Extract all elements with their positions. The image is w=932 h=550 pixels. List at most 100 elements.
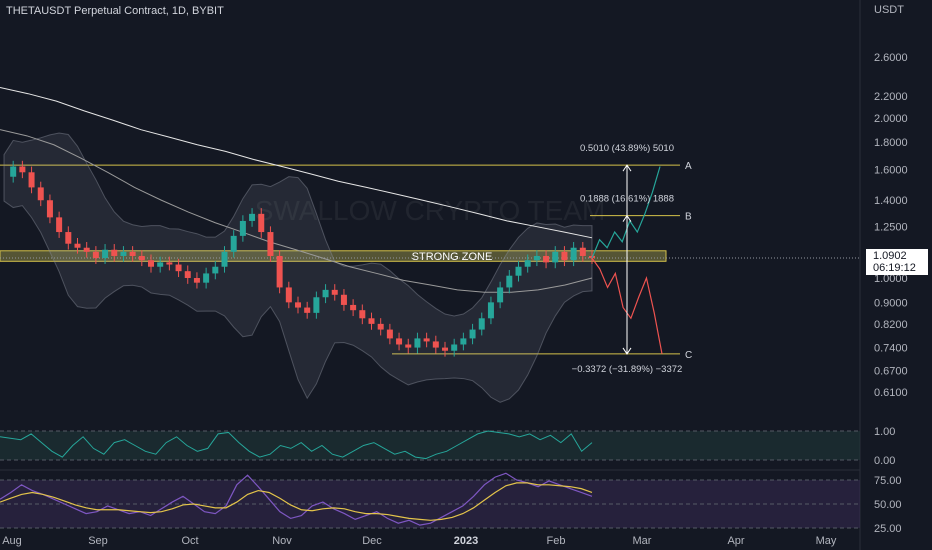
ma-100-line xyxy=(0,129,593,293)
chart-title: THETAUSDT Perpetual Contract, 1D, BYBIT xyxy=(6,5,224,17)
candle-body xyxy=(368,318,375,324)
candle-body xyxy=(304,307,311,313)
price-tick-label: 0.7400 xyxy=(874,343,908,355)
candle-body xyxy=(285,287,292,303)
time-tick-label: Aug xyxy=(2,535,22,547)
price-tick-label: 2.2000 xyxy=(874,91,908,103)
candle-body xyxy=(166,262,173,265)
candle-body xyxy=(56,217,63,233)
candle-body xyxy=(432,341,439,348)
candle-body xyxy=(184,271,191,279)
price-tick-label: 1.0000 xyxy=(874,273,908,285)
candle-body xyxy=(414,338,421,348)
oscillator-2-tick: 25.00 xyxy=(874,523,902,535)
candle-body xyxy=(46,200,53,218)
candle-body xyxy=(451,344,458,351)
price-tick-label: 2.0000 xyxy=(874,113,908,125)
ma-200-line xyxy=(0,87,593,239)
candle-body xyxy=(193,278,200,283)
candle-body xyxy=(322,289,329,298)
candle-body xyxy=(313,297,320,313)
time-tick-label: Sep xyxy=(88,535,108,547)
price-tick-label: 1.2500 xyxy=(874,221,908,233)
candle-body xyxy=(267,232,274,256)
target-level-label: B xyxy=(685,212,692,223)
watermark: SWALLOW CRYPTO TEAM xyxy=(255,195,606,226)
candle-body xyxy=(120,251,127,256)
price-tick-label: 0.6100 xyxy=(874,387,908,399)
target-level-label: C xyxy=(685,350,692,361)
candle-body xyxy=(28,172,35,188)
candle-body xyxy=(340,294,347,305)
candle-body xyxy=(221,251,228,267)
candle-body xyxy=(506,275,513,288)
time-tick-label: Feb xyxy=(547,535,566,547)
oscillator-2-signal xyxy=(0,482,593,521)
candle-body xyxy=(92,251,99,259)
candle-body xyxy=(570,247,577,261)
candle-body xyxy=(331,289,338,295)
oscillator-1-line xyxy=(0,430,593,460)
price-tick-label: 0.6700 xyxy=(874,366,908,378)
candle-body xyxy=(10,166,17,177)
candle-body xyxy=(102,249,109,259)
bullish-projection-path xyxy=(591,166,661,259)
candle-body xyxy=(552,251,559,263)
price-tick-label: 1.8000 xyxy=(874,137,908,149)
oscillator-2-tick: 75.00 xyxy=(874,475,902,487)
candle-body xyxy=(497,287,504,303)
last-price-value: 1.0902 xyxy=(873,250,907,262)
candle-body xyxy=(359,310,366,319)
candle-body xyxy=(230,235,237,252)
time-tick-label: 2023 xyxy=(454,535,478,547)
measure-arrowhead xyxy=(622,347,632,355)
candle-body xyxy=(19,166,26,173)
candle-body xyxy=(561,251,568,261)
candle-body xyxy=(157,262,164,267)
candle-body xyxy=(469,329,476,339)
oscillator-2-line xyxy=(0,472,593,526)
price-tick-label: 0.9000 xyxy=(874,297,908,309)
candle-body xyxy=(405,344,412,348)
candle-body xyxy=(74,243,81,248)
candle-body xyxy=(249,213,256,221)
candle-body xyxy=(276,255,283,288)
candle-body xyxy=(129,251,136,256)
candle-body xyxy=(533,255,540,261)
candle-body xyxy=(295,302,301,308)
candle-body xyxy=(65,232,72,244)
time-tick-label: Mar xyxy=(633,535,652,547)
measure-arrowhead xyxy=(622,164,632,172)
candle-body xyxy=(487,302,494,319)
time-tick-label: Nov xyxy=(272,535,292,547)
candle-body xyxy=(460,338,467,345)
bar-countdown: 06:19:12 xyxy=(873,262,916,274)
measure-arrowhead xyxy=(622,214,632,222)
candle-body xyxy=(212,266,219,274)
candle-body xyxy=(258,213,265,233)
measure-label: 0.5010 (43.89%) 5010 xyxy=(580,143,674,154)
candle-body xyxy=(138,255,145,261)
candle-body xyxy=(111,249,118,256)
candle-body xyxy=(175,264,182,272)
time-tick-label: Apr xyxy=(727,535,744,547)
currency-label: USDT xyxy=(874,4,904,16)
price-tick-label: 2.6000 xyxy=(874,52,908,64)
strong-zone-label: STRONG ZONE xyxy=(412,251,493,263)
price-tick-label: 1.4000 xyxy=(874,195,908,207)
candle-body xyxy=(350,304,357,311)
candle-body xyxy=(203,273,210,283)
candle-body xyxy=(524,260,531,267)
candle-body xyxy=(148,260,154,267)
candle-body xyxy=(442,347,448,351)
candle-body xyxy=(37,187,44,201)
candle-body xyxy=(396,338,403,345)
oscillator-1-tick: 0.00 xyxy=(874,455,895,467)
measure-label: −0.3372 (−31.89%) −3372 xyxy=(572,364,683,375)
target-level-label: A xyxy=(685,161,692,172)
bollinger-band xyxy=(3,132,593,403)
candle-body xyxy=(423,338,430,342)
candle-body xyxy=(83,247,90,252)
last-price-tag: 1.0902 06:19:12 xyxy=(866,249,928,275)
